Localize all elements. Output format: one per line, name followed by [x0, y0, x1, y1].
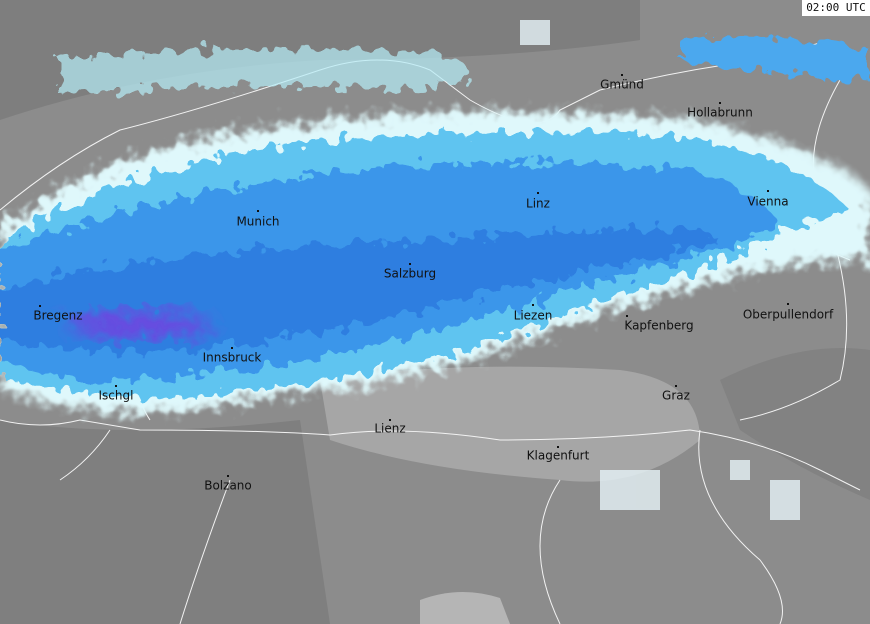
city-label: Bolzano — [204, 479, 252, 493]
city-label: Lienz — [374, 422, 405, 436]
city-markers — [39, 74, 789, 477]
city-label: Klagenfurt — [527, 449, 590, 463]
city-label: Oberpullendorf — [743, 308, 834, 322]
speckles — [520, 20, 800, 520]
city-label: Munich — [236, 215, 279, 229]
city-label: Kapfenberg — [624, 319, 693, 333]
city-label: Hollabrunn — [687, 106, 753, 120]
timestamp-box: 02:00 UTC — [802, 0, 870, 16]
city-label: Vienna — [747, 195, 788, 209]
city-label: Salzburg — [384, 267, 436, 281]
city-label: Ischgl — [99, 389, 134, 403]
city-label: Innsbruck — [203, 351, 262, 365]
city-label: Liezen — [514, 309, 553, 323]
timestamp: 02:00 UTC — [806, 1, 866, 14]
precipitation — [0, 36, 870, 413]
city-label: Linz — [526, 197, 550, 211]
city-label: Gmünd — [600, 78, 644, 92]
city-label: Graz — [662, 389, 690, 403]
city-label: Bregenz — [33, 309, 82, 323]
city-labels: Gmünd Hollabrunn Linz Vienna Munich Salz… — [33, 78, 834, 493]
